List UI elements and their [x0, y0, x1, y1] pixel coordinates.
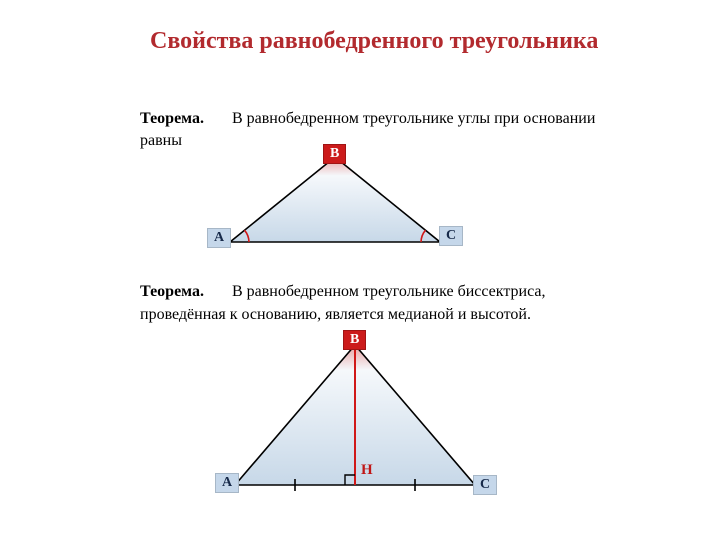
triangle-1 [230, 157, 440, 242]
slide: { "title": { "text": "Свойства равнобедр… [0, 0, 720, 540]
theorem-2-line1: В равнобедренном треугольнике биссектрис… [232, 283, 546, 300]
figure-1: В A C [195, 142, 475, 262]
theorem-1-line1: В равнобедренном треугольнике углы при о… [232, 110, 595, 127]
page-title: Свойства равнобедренного треугольника [150, 28, 610, 56]
vertex-H-2: H [361, 462, 373, 479]
vertex-C-2: C [473, 475, 497, 495]
theorem-2-label: Теорема. [140, 283, 204, 300]
figure-2: В A C H [215, 330, 495, 505]
vertex-A-1: A [207, 228, 231, 248]
vertex-A-2: A [215, 473, 239, 493]
theorem-1-label: Теорема. [140, 110, 204, 127]
vertex-C-1: C [439, 226, 463, 246]
triangle-2-svg [215, 330, 495, 505]
theorem-2-line2: проведённая к основанию, является медиан… [140, 306, 531, 323]
theorem-1-line2: равны [140, 132, 182, 149]
vertex-B-2: В [343, 330, 366, 350]
vertex-B-1: В [323, 144, 346, 164]
theorem-2: Теорема. В равнобедренном треугольнике б… [140, 280, 610, 326]
